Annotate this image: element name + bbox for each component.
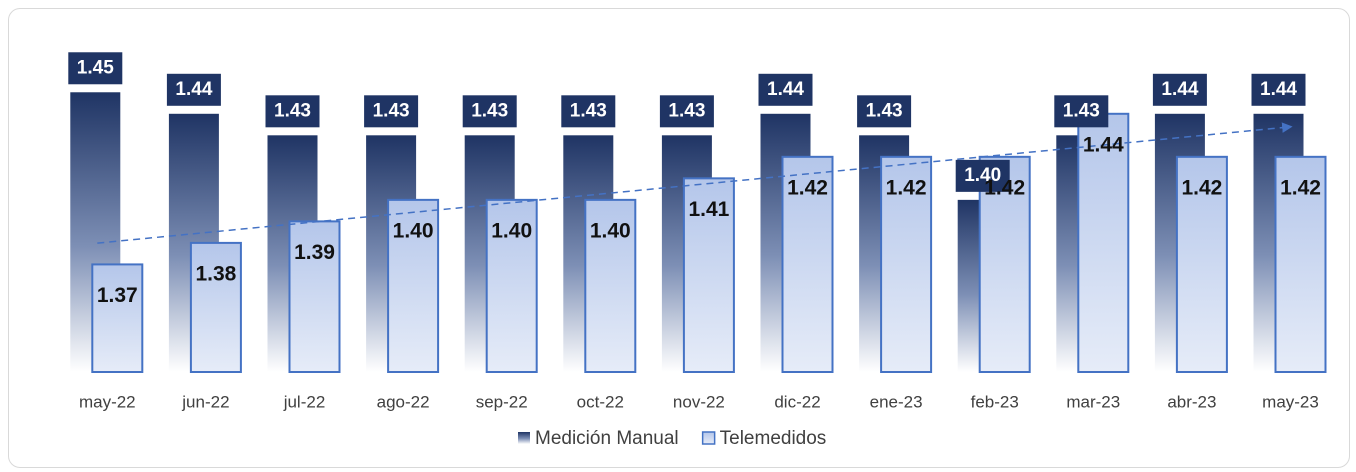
x-tick-label: jun-22 bbox=[181, 392, 229, 411]
value-label: 1.41 bbox=[688, 198, 729, 221]
bar bbox=[880, 155, 933, 373]
bar bbox=[978, 155, 1031, 373]
value-label: 1.43 bbox=[668, 100, 705, 121]
value-label: 1.40 bbox=[491, 219, 532, 242]
value-label: 1.40 bbox=[590, 219, 631, 242]
bar bbox=[584, 198, 637, 373]
x-tick-label: ene-23 bbox=[870, 392, 923, 411]
value-label: 1.44 bbox=[1083, 133, 1124, 156]
value-label: 1.38 bbox=[195, 262, 236, 285]
value-label: 1.40 bbox=[393, 219, 434, 242]
x-tick-label: may-22 bbox=[79, 392, 136, 411]
legend-swatch bbox=[518, 432, 530, 444]
value-label-box bbox=[1152, 73, 1207, 106]
value-label-box bbox=[462, 95, 517, 128]
value-label: 1.42 bbox=[984, 176, 1025, 199]
value-label-box bbox=[265, 95, 320, 128]
bar bbox=[781, 155, 834, 373]
value-label: 1.42 bbox=[1280, 176, 1321, 199]
x-tick-label: may-23 bbox=[1262, 392, 1319, 411]
value-label: 1.43 bbox=[570, 100, 607, 121]
value-label: 1.43 bbox=[274, 100, 311, 121]
value-label: 1.40 bbox=[964, 165, 1001, 186]
x-tick-label: oct-22 bbox=[577, 392, 624, 411]
bar bbox=[1274, 155, 1327, 373]
value-label: 1.44 bbox=[1161, 79, 1198, 100]
value-label: 1.43 bbox=[1063, 100, 1100, 121]
bar bbox=[1077, 112, 1130, 374]
value-label: 1.44 bbox=[175, 79, 212, 100]
value-label-box bbox=[364, 95, 419, 128]
value-label: 1.44 bbox=[1260, 79, 1297, 100]
x-tick-label: sep-22 bbox=[476, 392, 528, 411]
value-label: 1.42 bbox=[886, 176, 927, 199]
x-tick-label: nov-22 bbox=[673, 392, 725, 411]
value-label-box bbox=[1054, 95, 1109, 128]
bar bbox=[387, 198, 440, 373]
value-label: 1.37 bbox=[97, 284, 138, 307]
x-tick-label: dic-22 bbox=[774, 392, 820, 411]
legend-label: Medición Manual bbox=[535, 428, 679, 449]
legend-swatch bbox=[701, 431, 716, 445]
bar bbox=[189, 241, 242, 373]
value-label: 1.42 bbox=[787, 176, 828, 199]
bar bbox=[485, 198, 538, 373]
value-label-box bbox=[955, 159, 1010, 192]
x-tick-label: jul-22 bbox=[283, 392, 326, 411]
value-label: 1.43 bbox=[866, 100, 903, 121]
value-label-box bbox=[561, 95, 616, 128]
x-tick-label: abr-23 bbox=[1167, 392, 1216, 411]
trendline bbox=[97, 122, 1293, 244]
value-label: 1.39 bbox=[294, 241, 335, 264]
x-tick-label: feb-23 bbox=[971, 392, 1019, 411]
legend-label: Telemedidos bbox=[720, 428, 827, 449]
value-label-box bbox=[68, 52, 123, 85]
value-label: 1.43 bbox=[373, 100, 410, 121]
value-label-box bbox=[857, 95, 912, 128]
bar bbox=[1175, 155, 1228, 373]
bar bbox=[682, 177, 735, 373]
value-label-box bbox=[166, 73, 221, 106]
value-label: 1.44 bbox=[767, 79, 804, 100]
x-tick-label: ago-22 bbox=[377, 392, 430, 411]
value-label-box bbox=[758, 73, 813, 106]
value-label: 1.45 bbox=[77, 57, 114, 78]
value-label: 1.42 bbox=[1181, 176, 1222, 199]
chart-frame bbox=[8, 8, 1350, 468]
bar bbox=[91, 263, 144, 373]
value-label-box bbox=[659, 95, 714, 128]
bar bbox=[288, 220, 341, 373]
value-label: 1.43 bbox=[471, 100, 508, 121]
x-tick-label: mar-23 bbox=[1066, 392, 1120, 411]
value-label-box bbox=[1251, 73, 1306, 106]
